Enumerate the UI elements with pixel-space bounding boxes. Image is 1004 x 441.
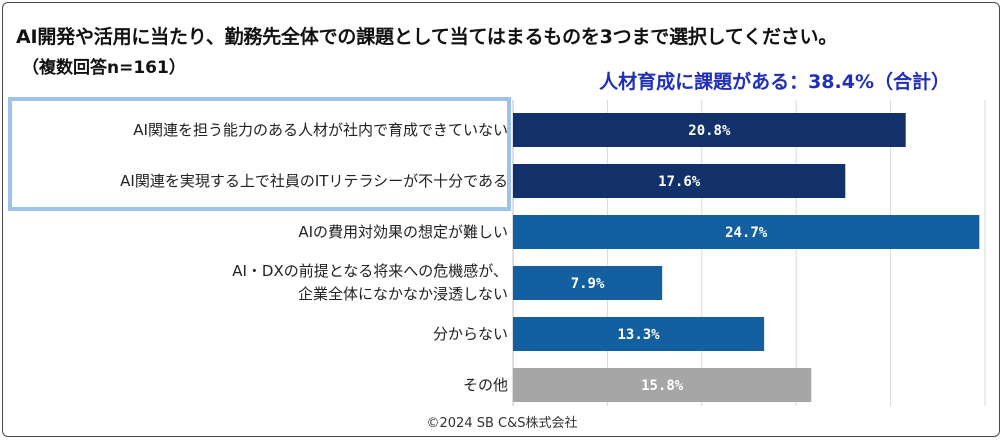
- category-label: 分からない: [433, 323, 508, 346]
- category-label-line: 分からない: [432, 324, 508, 343]
- category-label-line: AI関連を担う能力のある人材が社内で育成できていない: [133, 120, 508, 139]
- category-label-line: AI関連を実現する上で社員のITリテラシーが不十分である: [120, 171, 508, 190]
- copyright: ©2024 SB C&S株式会社: [426, 416, 578, 431]
- bar: [513, 164, 846, 198]
- category-label: AI・DXの前提となる将来への危機感が、企業全体になかなか浸透しない: [232, 260, 508, 306]
- bar: [513, 368, 812, 402]
- highlight-box: [8, 97, 511, 211]
- category-label: AI関連を担う能力のある人材が社内で育成できていない: [133, 119, 508, 142]
- bar: [513, 113, 906, 147]
- category-label: AIの費用対効果の想定が難しい: [298, 221, 508, 244]
- bar-value-label: 7.9%: [571, 276, 605, 292]
- bar-value-label: 15.8%: [641, 378, 684, 394]
- chart-title: AI開発や活用に当たり、勤務先全体での課題として当てはまるものを3つまで選択して…: [16, 26, 838, 48]
- highlight-note: 人材育成に課題がある：38.4%（合計）: [599, 71, 950, 93]
- bar: [513, 317, 765, 351]
- category-label-line: その他: [462, 375, 508, 394]
- bar: [513, 215, 980, 249]
- category-label: AI関連を実現する上で社員のITリテラシーが不十分である: [120, 170, 508, 193]
- bar-value-label: 13.3%: [617, 327, 660, 343]
- bar-value-label: 24.7%: [725, 225, 768, 241]
- bar-value-label: 20.8%: [688, 123, 731, 139]
- chart-subtitle: （複数回答n=161）: [22, 58, 186, 78]
- bar: [513, 266, 663, 300]
- category-label: その他: [463, 374, 508, 397]
- category-label-line: AI・DXの前提となる将来への危機感が、: [232, 262, 508, 280]
- category-label-line: 企業全体になかなか浸透しない: [297, 285, 508, 303]
- category-label-line: AIの費用対効果の想定が難しい: [298, 222, 508, 241]
- bar-value-label: 17.6%: [658, 174, 701, 190]
